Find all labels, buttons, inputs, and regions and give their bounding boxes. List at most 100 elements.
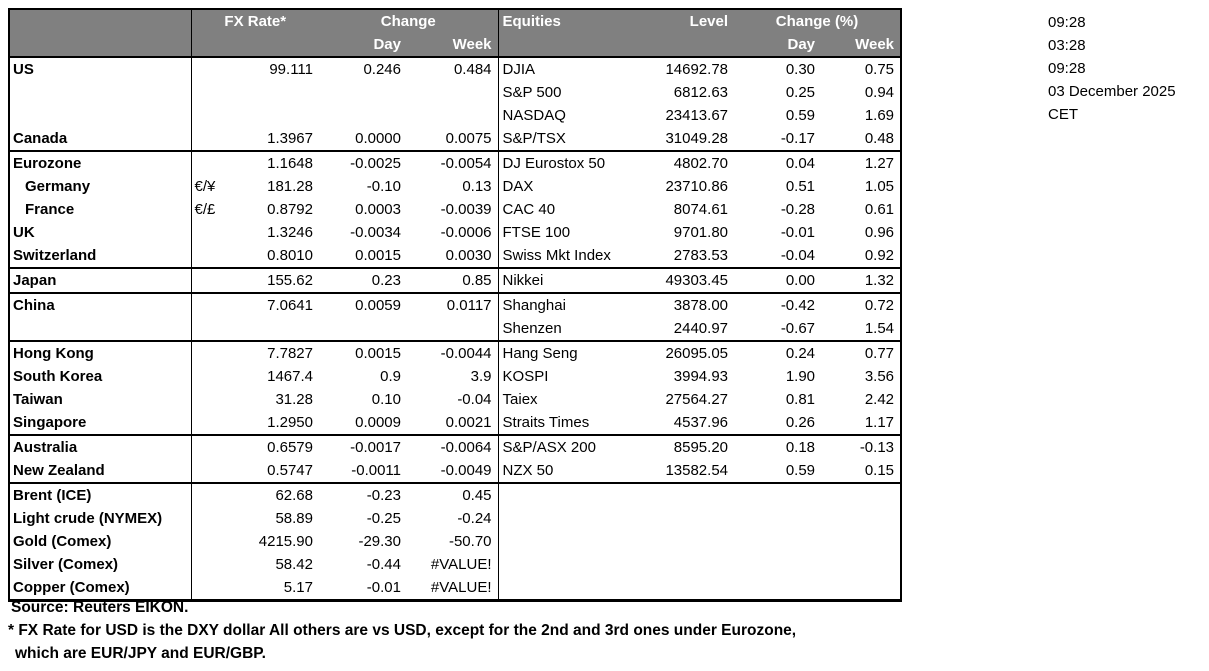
index-level-cell: 8595.20 — [673, 439, 729, 456]
index-day-change-cell: 0.24 — [785, 345, 816, 362]
fx-day-change-cell: -0.01 — [366, 579, 401, 596]
table-row: Brent (ICE) 62.68 -0.23 0.45 — [9, 483, 901, 507]
equities-header: Equities — [498, 9, 647, 33]
index-name-cell: Taiex — [502, 391, 538, 408]
fx-week-change-cell: -0.0044 — [407, 341, 499, 365]
region-cell — [9, 317, 192, 341]
region-cell — [9, 81, 192, 104]
table-row: Australia 0.6579 -0.0017 -0.0064 S&P/ASX 200… — [9, 435, 901, 459]
index-name-cell: FTSE 100 — [502, 224, 571, 241]
fx-day-change-cell: 0.0015 — [355, 345, 401, 362]
region-cell: Hong Kong — [9, 341, 192, 365]
index-day-change-cell: 1.90 — [785, 368, 816, 385]
table-header: FX Rate* Change Equities Level Change (%… — [9, 9, 902, 57]
index-day-change-cell: 0.51 — [785, 178, 816, 195]
index-week-change-cell — [821, 530, 901, 553]
region-cell: Gold (Comex) — [9, 530, 192, 553]
region-cell: China — [9, 293, 192, 317]
index-name-cell — [498, 507, 646, 530]
index-name-cell — [498, 530, 646, 553]
market-summary-table: FX Rate* Change Equities Level Change (%… — [8, 8, 903, 602]
region-cell: Copper (Comex) — [9, 576, 192, 601]
index-name-cell: Nikkei — [502, 272, 544, 289]
index-name-cell — [498, 553, 646, 576]
index-week-change-cell: 1.05 — [864, 178, 895, 195]
index-day-change-cell: 0.59 — [785, 462, 816, 479]
fx-rate-cell: 0.8010 — [267, 247, 313, 264]
timezone-line: CET — [1048, 106, 1078, 123]
index-day-change-cell: 0.30 — [785, 61, 816, 78]
index-level-cell: 23413.67 — [665, 107, 729, 124]
fx-week-change-cell: -0.24 — [407, 507, 499, 530]
fx-week-change-cell: #VALUE! — [407, 553, 499, 576]
table-row: Shenzen 2440.97 -0.67 1.54 — [9, 317, 902, 341]
fx-rate-cell: 62.68 — [275, 487, 313, 504]
empty-header-cell — [191, 33, 319, 57]
index-day-change-cell: -0.42 — [780, 297, 816, 314]
region-cell: France — [9, 198, 192, 221]
index-week-change-cell: 0.61 — [864, 201, 895, 218]
index-level-cell: 23710.86 — [665, 178, 729, 195]
index-name-cell — [498, 483, 646, 507]
index-week-change-cell: 0.92 — [864, 247, 895, 264]
index-name-cell: DJIA — [502, 61, 536, 78]
currency-pair-cell: €/£ — [194, 201, 216, 218]
index-day-change-cell: 0.25 — [785, 84, 816, 101]
fx-week-change-cell: -0.0054 — [407, 151, 499, 175]
index-day-change-cell: -0.28 — [780, 201, 816, 218]
fx-rate-cell: 181.28 — [267, 178, 313, 195]
region-cell: Brent (ICE) — [9, 483, 192, 507]
fx-day-change-cell: 0.0003 — [355, 201, 401, 218]
currency-pair-cell — [191, 507, 229, 530]
fx-rate-cell: 1.3967 — [267, 130, 313, 147]
index-name-cell: Shanghai — [502, 297, 566, 314]
timestamp-line: 09:28 — [1048, 14, 1086, 31]
fx-rate-footnote: * FX Rate for USD is the DXY dollar All … — [8, 622, 797, 639]
index-name-cell: S&P 500 — [502, 84, 562, 101]
currency-pair-cell — [191, 81, 229, 104]
index-level-cell — [646, 530, 734, 553]
table-row: Canada 1.3967 0.0000 0.0075 S&P/TSX 31049.28 -… — [9, 127, 902, 151]
footer-notes: Source: Reuters EIKON. * FX Rate for USD… — [8, 596, 796, 665]
index-name-cell: DJ Eurostox 50 — [502, 155, 606, 172]
region-cell — [9, 104, 192, 127]
fx-day-header: Day — [319, 33, 407, 57]
index-name-cell: CAC 40 — [502, 201, 556, 218]
index-day-change-cell: -0.17 — [780, 130, 816, 147]
fx-rate-cell: 5.17 — [283, 579, 313, 596]
equities-week-header: Week — [821, 33, 902, 57]
region-cell: Japan — [9, 268, 192, 293]
empty-header-cell — [646, 33, 735, 57]
table-row: Switzerland 0.8010 0.0015 0.0030 Swiss Mkt I… — [9, 244, 902, 268]
index-day-change-cell: 0.59 — [785, 107, 816, 124]
region-cell: South Korea — [9, 365, 192, 388]
fx-day-change-cell — [319, 317, 407, 341]
currency-pair-cell — [191, 435, 229, 459]
fx-week-change-cell — [407, 81, 499, 104]
index-name-cell: S&P/ASX 200 — [502, 439, 596, 456]
fx-day-change-cell: 0.246 — [363, 61, 401, 78]
index-week-change-cell: 1.27 — [864, 155, 895, 172]
index-day-change-cell — [734, 507, 821, 530]
fx-week-change-cell: 0.0030 — [407, 244, 499, 268]
fx-week-change-cell: -0.0039 — [407, 198, 499, 221]
index-name-cell: Swiss Mkt Index — [502, 247, 611, 264]
table-row: Japan 155.62 0.23 0.85 Nikkei 49303.45 0.00 1.3… — [9, 268, 902, 293]
index-name-cell: Hang Seng — [502, 345, 578, 362]
fx-week-change-cell: -0.0049 — [407, 459, 499, 483]
index-week-change-cell — [821, 553, 901, 576]
fx-day-change-cell: 0.0000 — [355, 130, 401, 147]
index-level-cell: 3994.93 — [673, 368, 729, 385]
fx-rate-header: FX Rate* — [191, 9, 319, 33]
table-row: Silver (Comex) 58.42 -0.44 #VALUE! — [9, 553, 901, 576]
fx-rate-footnote-cont: which are EUR/JPY and EUR/GBP. — [15, 645, 266, 662]
index-level-cell: 27564.27 — [665, 391, 729, 408]
table-row: Taiwan 31.28 0.10 -0.04 Taiex 27564.27 0.81 2.4… — [9, 388, 901, 411]
fx-week-change-cell: 0.45 — [407, 483, 499, 507]
fx-rate-cell — [229, 317, 319, 341]
fx-rate-cell: 7.7827 — [267, 345, 313, 362]
fx-week-change-cell: -50.70 — [407, 530, 499, 553]
index-name-cell: Straits Times — [502, 414, 590, 431]
index-day-change-cell — [734, 483, 821, 507]
table-row: US 99.111 0.246 0.484 DJIA 14692.78 0.30 0.75 — [9, 57, 901, 81]
